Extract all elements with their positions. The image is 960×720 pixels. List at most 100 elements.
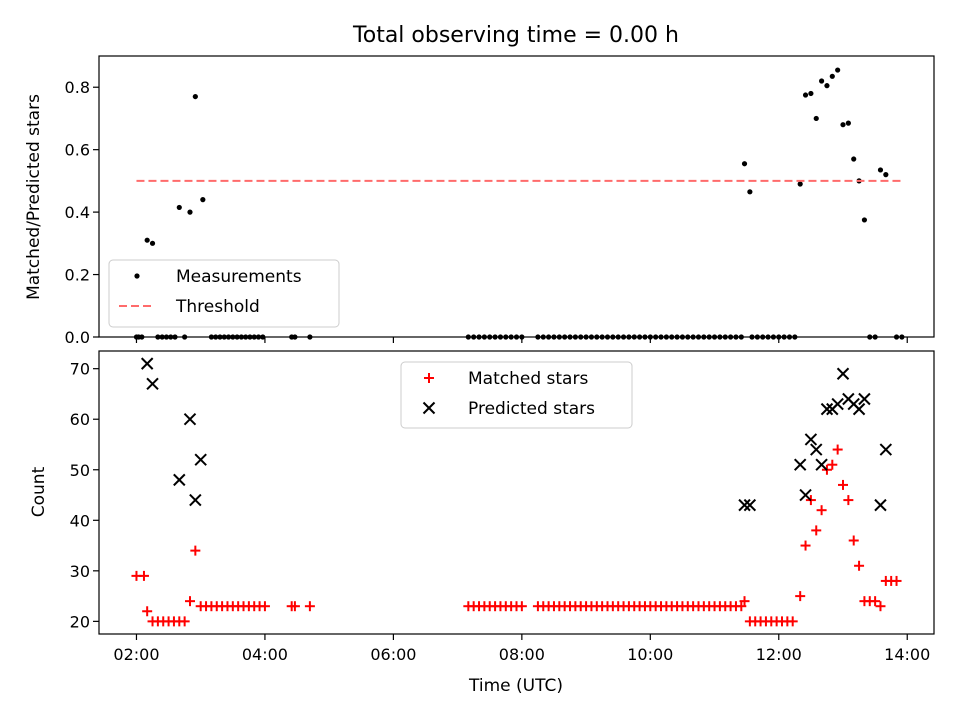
measurement-point: [818, 78, 825, 84]
top-ytick-label: 0.8: [65, 78, 90, 97]
measurement-point: [797, 181, 803, 187]
x-axis-label: Time (UTC): [468, 676, 563, 696]
measurement-point: [144, 237, 150, 243]
measurement-point: [192, 93, 198, 100]
measurement-point: [877, 167, 884, 173]
matched-star-point: [800, 540, 811, 551]
bottom-ytick-label: 20: [70, 612, 90, 631]
top-legend: Measurements Threshold: [108, 259, 340, 328]
legend-measurements-marker: [134, 273, 140, 279]
bottom-ytick-label: 50: [70, 461, 90, 480]
measurement-point: [829, 73, 835, 79]
predicted-star-point: [815, 458, 828, 471]
matched-star-point: [138, 570, 149, 581]
legend-matched-marker: [424, 373, 434, 383]
matched-star-point: [843, 495, 854, 506]
measurement-point: [187, 209, 193, 215]
matched-star-point: [795, 591, 806, 602]
predicted-star-point: [189, 493, 202, 507]
legend-label: Measurements: [176, 267, 302, 287]
matched-star-point: [304, 601, 315, 612]
matched-star-point: [190, 545, 201, 556]
matched-star-point: [870, 596, 881, 607]
matched-star-point: [811, 525, 822, 536]
matched-star-point: [289, 601, 300, 612]
measurement-point: [808, 90, 814, 97]
predicted-star-point: [879, 443, 893, 456]
bottom-ytick-label: 70: [70, 360, 90, 379]
bottom-legend: Matched stars Predicted stars: [400, 361, 633, 429]
measurement-point: [883, 172, 889, 178]
predicted-star-point: [858, 392, 871, 406]
matched-star-point: [816, 505, 827, 516]
predicted-star-point: [804, 433, 818, 446]
bottom-ytick-label: 40: [70, 511, 90, 530]
measurement-point: [845, 120, 851, 126]
bottom-xtick-label: 06:00: [370, 645, 416, 664]
top-plot-area: [133, 67, 905, 340]
matched-star-point: [739, 596, 750, 607]
predicted-star-point: [738, 498, 751, 512]
chart-title: Total observing time = 0.00 h: [352, 23, 679, 48]
top-y-axis-label: Matched/Predicted stars: [24, 94, 44, 300]
legend-label: Threshold: [175, 297, 260, 317]
bottom-xtick-label: 02:00: [113, 645, 159, 664]
bottom-ytick-label: 60: [70, 410, 90, 429]
matched-star-point: [848, 535, 859, 546]
top-panel: 0.0 0.2 0.4 0.6 0.8 Measurements Threshold: [65, 55, 935, 347]
predicted-star-point: [810, 443, 823, 456]
predicted-star-point: [836, 367, 850, 380]
predicted-star-point: [183, 413, 197, 426]
measurement-point: [824, 83, 830, 89]
top-ytick-label: 0.6: [65, 141, 90, 160]
legend-predicted-marker: [422, 401, 436, 415]
bottom-xtick-label: 12:00: [756, 645, 802, 664]
matched-star-point: [875, 601, 886, 612]
measurement-point: [747, 189, 753, 195]
measurement-point: [813, 115, 819, 122]
matched-star-point: [827, 459, 838, 470]
measurement-point: [851, 156, 857, 162]
measurement-point: [835, 67, 841, 73]
predicted-star-point: [820, 402, 834, 416]
matched-star-point: [516, 601, 527, 612]
bottom-xtick-label: 14:00: [884, 645, 930, 664]
predicted-star-point: [140, 357, 154, 370]
bottom-xtick-label: 10:00: [627, 645, 673, 664]
matched-star-point: [854, 560, 865, 571]
legend-label: Matched stars: [468, 369, 588, 389]
predicted-star-point: [874, 498, 887, 512]
bottom-xtick-label: 08:00: [499, 645, 545, 664]
measurement-point: [840, 122, 846, 128]
bottom-axes-frame: [98, 350, 935, 635]
top-ytick-label: 0.4: [65, 203, 90, 222]
top-ytick-label: 0.0: [65, 328, 90, 347]
matched-star-point: [259, 601, 270, 612]
bottom-xtick-label: 04:00: [242, 645, 288, 664]
matched-star-point: [838, 479, 849, 490]
matched-star-point: [179, 616, 190, 627]
top-axes-frame: [98, 55, 935, 338]
predicted-star-point: [799, 488, 812, 502]
bottom-ytick-label: 30: [70, 562, 90, 581]
predicted-star-point: [146, 377, 159, 391]
predicted-star-point: [743, 498, 757, 512]
predicted-star-point: [173, 473, 186, 487]
measurement-point: [176, 204, 182, 211]
matched-star-point: [142, 606, 153, 617]
predicted-star-point: [194, 453, 207, 466]
measurement-point: [861, 217, 868, 223]
matched-star-point: [891, 575, 902, 586]
top-ytick-label: 0.2: [65, 266, 90, 285]
legend-label: Predicted stars: [468, 399, 595, 419]
predicted-star-point: [831, 397, 844, 411]
measurement-point: [802, 92, 809, 98]
matched-star-point: [787, 616, 798, 627]
measurement-point: [149, 240, 156, 246]
predicted-star-point: [852, 402, 866, 416]
predicted-star-point: [793, 458, 807, 471]
matched-star-point: [832, 444, 843, 455]
matched-star-point: [736, 601, 747, 612]
bottom-plot-area: [131, 357, 902, 627]
